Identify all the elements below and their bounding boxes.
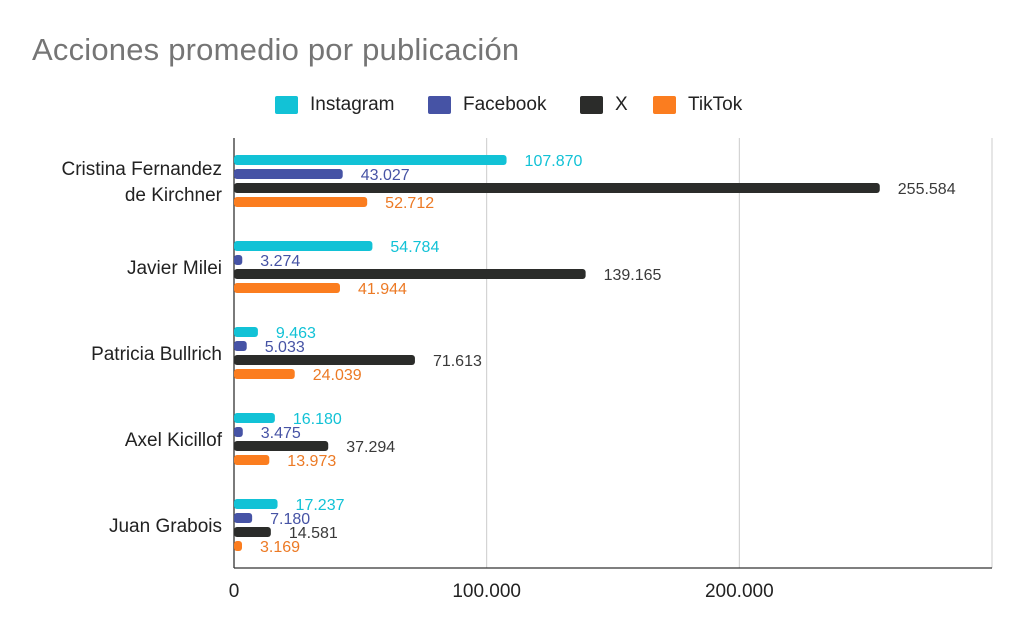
x-tick-label: 200.000 bbox=[705, 581, 774, 602]
data-label: 14.581 bbox=[289, 525, 338, 542]
bar-tiktok bbox=[234, 369, 295, 379]
category-label: Cristina Fernandez bbox=[61, 159, 222, 180]
bar-instagram bbox=[234, 241, 373, 251]
data-label: 255.584 bbox=[898, 181, 956, 198]
bar-instagram bbox=[234, 499, 278, 509]
legend-swatch-facebook bbox=[428, 96, 451, 114]
data-label: 37.294 bbox=[346, 439, 395, 456]
category-label: Patricia Bullrich bbox=[91, 344, 222, 365]
bar-facebook bbox=[234, 427, 243, 437]
bar-instagram bbox=[234, 327, 258, 337]
bar-facebook bbox=[234, 341, 247, 351]
data-label: 7.180 bbox=[270, 511, 310, 528]
bar-facebook bbox=[234, 169, 343, 179]
legend-item-x[interactable]: X bbox=[580, 92, 628, 118]
bar-instagram bbox=[234, 155, 507, 165]
bar-x bbox=[234, 269, 586, 279]
x-tick-label: 100.000 bbox=[452, 581, 521, 602]
data-label: 3.475 bbox=[261, 425, 301, 442]
legend-item-facebook[interactable]: Facebook bbox=[428, 92, 546, 118]
category-label: Javier Milei bbox=[127, 258, 222, 279]
bar-x bbox=[234, 183, 880, 193]
data-label: 107.870 bbox=[525, 153, 583, 170]
data-label: 139.165 bbox=[604, 267, 662, 284]
bar-instagram bbox=[234, 413, 275, 423]
data-label: 9.463 bbox=[276, 325, 316, 342]
legend: Instagram Facebook X TikTok bbox=[0, 92, 1024, 118]
data-label: 41.944 bbox=[358, 281, 407, 298]
x-tick-label: 0 bbox=[229, 581, 240, 602]
legend-swatch-instagram bbox=[275, 96, 298, 114]
legend-label-x: X bbox=[615, 94, 628, 115]
data-label: 24.039 bbox=[313, 367, 362, 384]
data-label: 71.613 bbox=[433, 353, 482, 370]
bar-tiktok bbox=[234, 541, 243, 551]
legend-label-tiktok: TikTok bbox=[688, 94, 743, 115]
data-label: 43.027 bbox=[361, 167, 410, 184]
data-label: 3.169 bbox=[260, 539, 300, 556]
chart-title: Acciones promedio por publicación bbox=[32, 32, 520, 67]
data-label: 5.033 bbox=[265, 339, 305, 356]
bar-x bbox=[234, 441, 329, 451]
bar-facebook bbox=[234, 255, 243, 265]
legend-label-facebook: Facebook bbox=[463, 94, 547, 115]
data-label: 17.237 bbox=[296, 497, 345, 514]
bar-tiktok bbox=[234, 283, 340, 293]
bar-facebook bbox=[234, 513, 253, 523]
data-label: 54.784 bbox=[390, 239, 439, 256]
bar-x bbox=[234, 527, 271, 537]
data-label: 52.712 bbox=[385, 195, 434, 212]
bar-x bbox=[234, 355, 415, 365]
data-label: 16.180 bbox=[293, 411, 342, 428]
bar-tiktok bbox=[234, 197, 368, 207]
category-label: Axel Kicillof bbox=[125, 430, 223, 451]
legend-swatch-x bbox=[580, 96, 603, 114]
data-label: 3.274 bbox=[260, 253, 300, 270]
legend-item-instagram[interactable]: Instagram bbox=[275, 92, 394, 118]
data-label: 13.973 bbox=[287, 453, 336, 470]
legend-swatch-tiktok bbox=[653, 96, 676, 114]
legend-item-tiktok[interactable]: TikTok bbox=[653, 92, 742, 118]
bar-tiktok bbox=[234, 455, 270, 465]
category-label: Juan Grabois bbox=[109, 516, 222, 537]
category-label: de Kirchner bbox=[125, 185, 223, 206]
legend-label-instagram: Instagram bbox=[310, 94, 395, 115]
